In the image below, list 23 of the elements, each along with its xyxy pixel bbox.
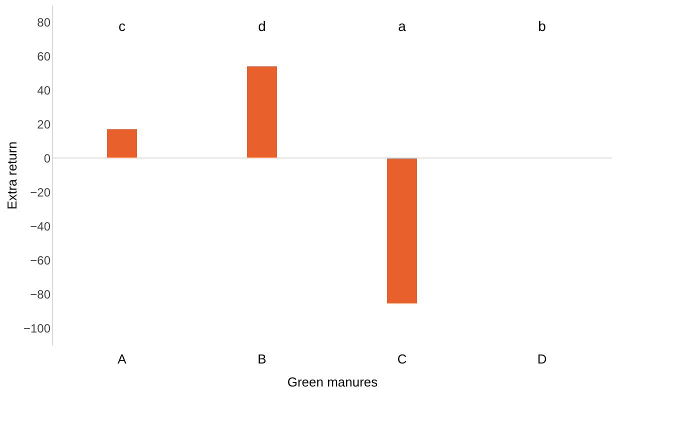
bar [107,129,137,158]
y-tick-label: 80 [37,16,51,30]
x-tick-label: A [118,352,127,366]
y-axis-title: Extra return [4,142,20,210]
bar [247,66,277,158]
y-tick-label: −20 [30,186,51,200]
annotation: a [398,18,406,34]
y-tick-label: −60 [30,254,51,268]
y-tick-label: 20 [37,118,51,132]
y-tick-label: −40 [30,220,51,234]
x-tick-label: C [397,352,407,366]
x-tick-label: D [537,352,547,366]
annotation: b [538,18,546,34]
y-tick-label: −80 [30,288,51,302]
annotation: c [118,18,126,34]
x-axis-title: Green manures [287,374,378,390]
y-tick-label: 40 [37,84,51,98]
y-tick-label: 60 [37,50,51,64]
x-tick-label: B [258,352,266,366]
y-tick-label: 0 [44,152,51,166]
y-tick-label: −100 [23,322,51,336]
bar [387,158,417,304]
annotation: d [258,18,266,34]
